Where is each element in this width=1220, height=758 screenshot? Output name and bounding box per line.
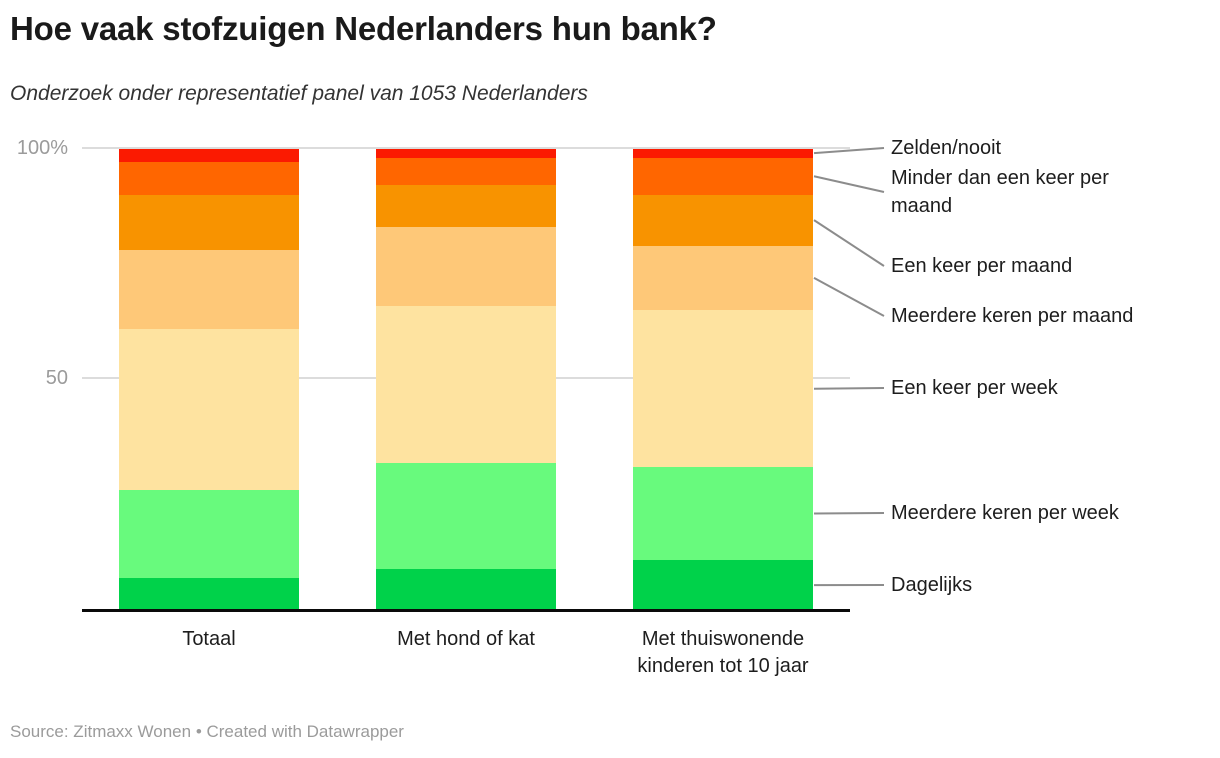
bar-segment[interactable] [633, 467, 813, 560]
bar-segment[interactable] [633, 157, 813, 195]
series-label: Een keer per week [891, 377, 1058, 399]
bar-segment[interactable] [376, 462, 556, 569]
bar-segment[interactable] [376, 305, 556, 463]
category-label: Met hond of kat [397, 628, 535, 650]
series-label: Meerdere keren per week [891, 502, 1119, 524]
bar-segment[interactable] [119, 250, 299, 329]
bar-segment[interactable] [376, 157, 556, 186]
source-footer: Source: Zitmaxx Wonen • Created with Dat… [10, 722, 404, 741]
connector-line [813, 219, 885, 267]
series-label: Minder dan een keer per maand [891, 167, 1109, 217]
bar-segment[interactable] [119, 162, 299, 195]
bar-segment[interactable] [119, 578, 299, 611]
series-label: Meerdere keren per maand [891, 305, 1134, 327]
connector-line [813, 387, 885, 390]
bar-segment[interactable] [119, 490, 299, 579]
series-label: Zelden/nooit [891, 137, 1002, 159]
bar-segment[interactable] [633, 194, 813, 246]
bar-segment[interactable] [633, 310, 813, 468]
chart-subtitle: Onderzoek onder representatief panel van… [10, 82, 588, 105]
bar-segment[interactable] [119, 328, 299, 491]
x-axis-line [82, 609, 850, 612]
connector-line [813, 175, 885, 193]
series-label: Dagelijks [891, 574, 973, 596]
chart-title: Hoe vaak stofzuigen Nederlanders hun ban… [10, 10, 717, 47]
gridline-100 [82, 147, 850, 149]
connector-line [813, 276, 885, 317]
bar-segment[interactable] [376, 185, 556, 228]
bar-segment[interactable] [633, 245, 813, 311]
y-tick-label-100: 100% [16, 137, 68, 159]
bar-segment[interactable] [633, 148, 813, 158]
y-tick-label-50: 50 [45, 367, 68, 389]
bar-segment[interactable] [119, 148, 299, 163]
bar-segment[interactable] [376, 227, 556, 306]
category-label: Totaal [182, 628, 236, 650]
bar-segment[interactable] [376, 148, 556, 158]
category-label: Met thuiswonende kinderen tot 10 jaar [637, 628, 809, 677]
bar-segment[interactable] [119, 194, 299, 251]
bar-segment[interactable] [376, 568, 556, 611]
series-label: Een keer per maand [891, 255, 1073, 277]
bar-segment[interactable] [633, 559, 813, 611]
